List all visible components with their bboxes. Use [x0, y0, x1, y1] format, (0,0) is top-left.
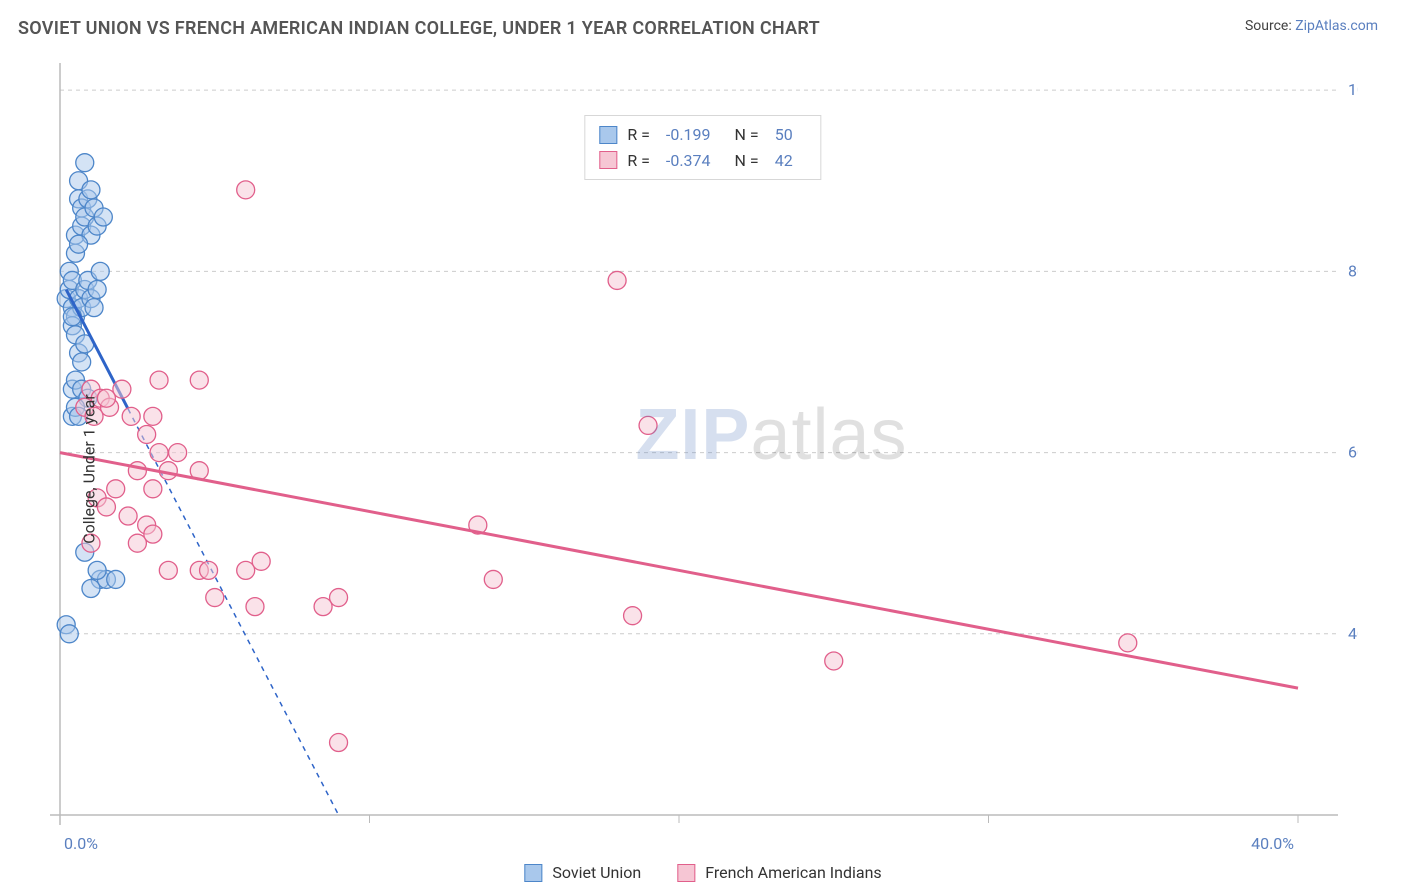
svg-text:40.0%: 40.0% — [1251, 834, 1294, 853]
r-label-1: R = — [627, 122, 650, 148]
correlation-legend: R = -0.199 N = 50 R = -0.374 N = 42 — [584, 115, 821, 180]
y-axis-label: College, Under 1 year — [79, 394, 98, 544]
source-prefix: Source: — [1245, 18, 1295, 34]
svg-text:60.0%: 60.0% — [1348, 443, 1358, 462]
series-legend: Soviet Union French American Indians — [524, 863, 881, 882]
legend-bottom-swatch-2 — [677, 864, 695, 882]
svg-text:80.0%: 80.0% — [1348, 261, 1358, 280]
chart-container: College, Under 1 year ZIPatlas 40.0%60.0… — [18, 55, 1388, 882]
r-value-1: -0.199 — [666, 122, 711, 148]
chart-title: SOVIET UNION VS FRENCH AMERICAN INDIAN C… — [18, 18, 820, 39]
n-label-2: N = — [735, 148, 759, 174]
r-value-2: -0.374 — [666, 148, 711, 174]
legend-swatch-1 — [599, 126, 617, 144]
source-link[interactable]: ZipAtlas.com — [1295, 18, 1378, 34]
legend-row-2: R = -0.374 N = 42 — [599, 148, 806, 174]
svg-text:40.0%: 40.0% — [1348, 624, 1358, 643]
legend-row-1: R = -0.199 N = 50 — [599, 122, 806, 148]
svg-text:100.0%: 100.0% — [1348, 80, 1358, 99]
legend-swatch-2 — [599, 151, 617, 169]
legend-bottom-label-2: French American Indians — [705, 863, 881, 882]
legend-item-2: French American Indians — [677, 863, 881, 882]
legend-bottom-label-1: Soviet Union — [552, 863, 641, 882]
source-attribution: Source: ZipAtlas.com — [1245, 18, 1378, 34]
legend-bottom-swatch-1 — [524, 864, 542, 882]
n-value-2: 42 — [775, 148, 793, 174]
n-label-1: N = — [735, 122, 759, 148]
r-label-2: R = — [627, 148, 650, 174]
n-value-1: 50 — [775, 122, 793, 148]
svg-text:0.0%: 0.0% — [64, 834, 98, 853]
legend-item-1: Soviet Union — [524, 863, 641, 882]
